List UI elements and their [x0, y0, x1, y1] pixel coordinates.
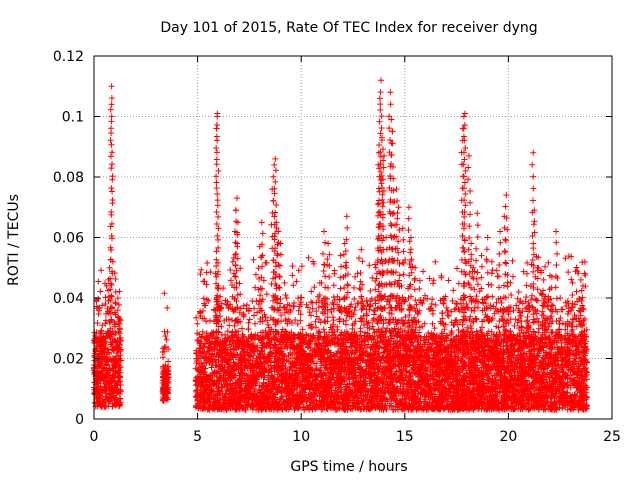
chart-svg: 0510152025 00.020.040.060.080.10.12 Day … — [0, 0, 640, 480]
roti-chart: 0510152025 00.020.040.060.080.10.12 Day … — [0, 0, 640, 480]
